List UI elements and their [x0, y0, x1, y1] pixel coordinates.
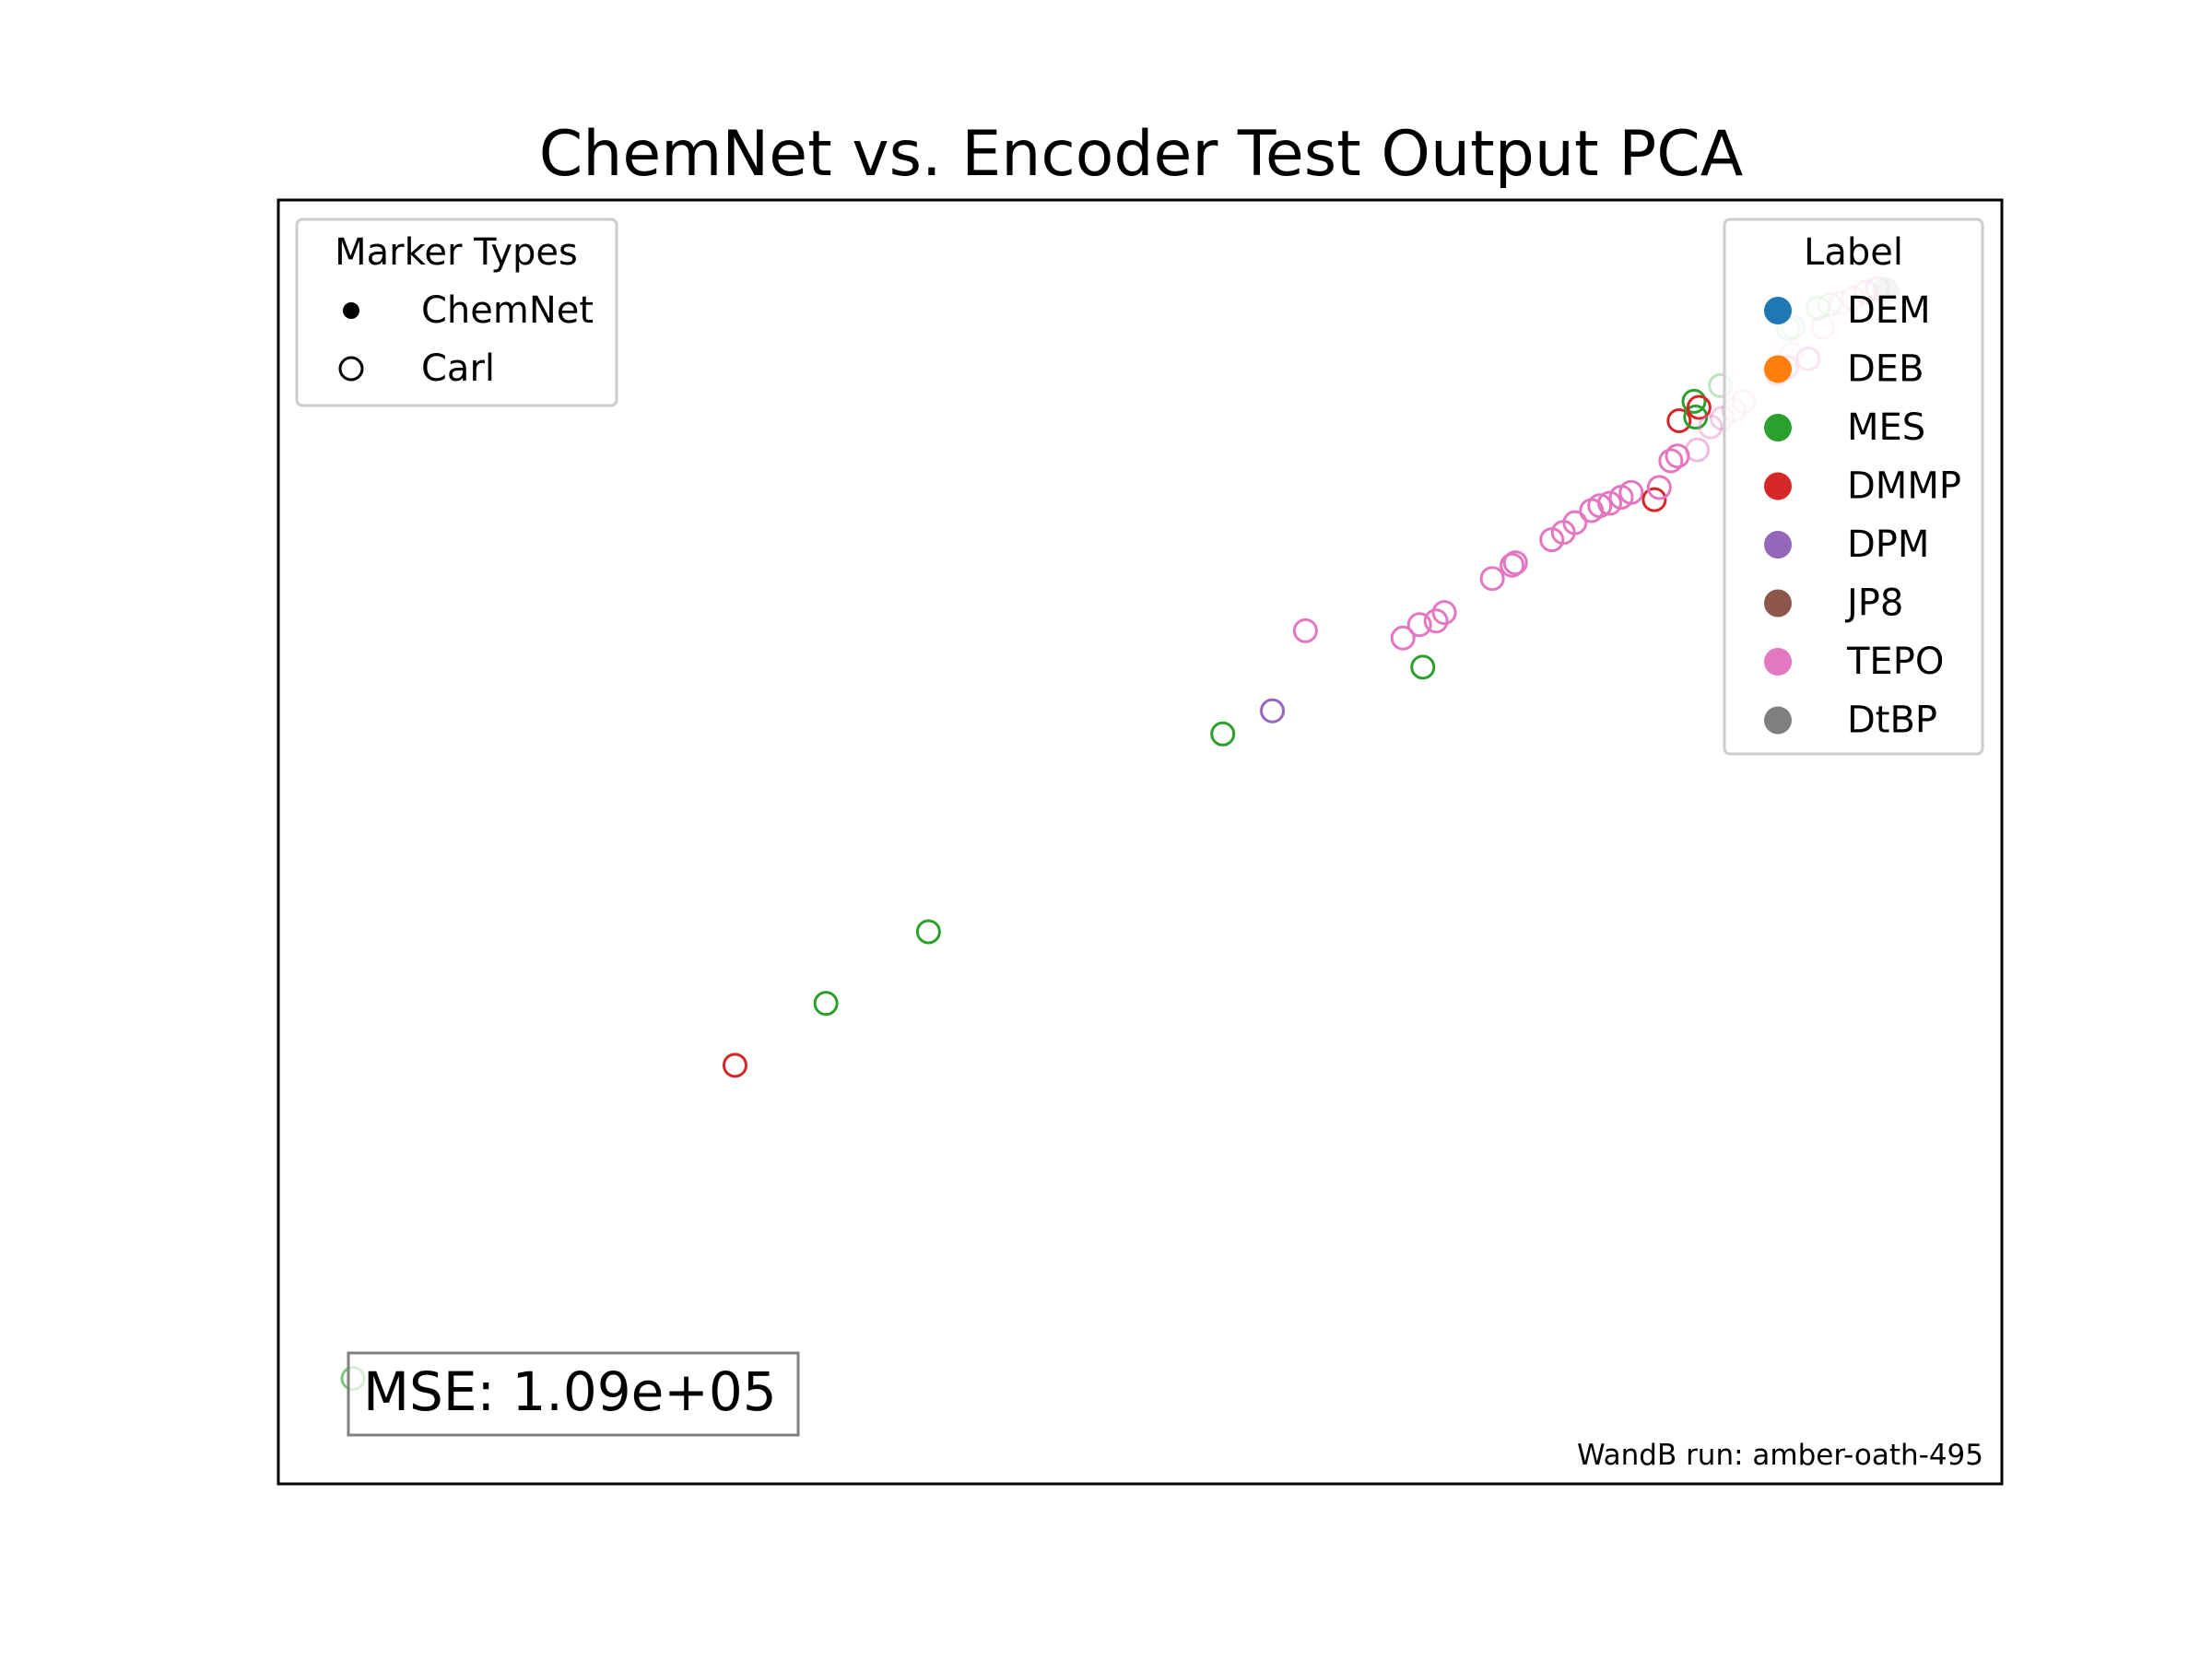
label-legend-items: DEM DEB MES DMMP DPM JP8 TEPO DtBP [1764, 289, 1961, 742]
legend-swatch-deb [1764, 355, 1792, 383]
point-mes-open [813, 991, 839, 1017]
point-tepo-open [1685, 437, 1711, 463]
legend-swatch-dpm [1764, 531, 1792, 559]
point-tepo-open [1406, 612, 1432, 638]
point-dmmp-open [722, 1053, 747, 1078]
mse-text: MSE: 1.09e+05 [363, 1360, 777, 1423]
chart-title: ChemNet vs. Encoder Test Output PCA [539, 118, 1744, 191]
legend-swatch-tepo [1764, 648, 1792, 676]
point-tepo-open [1618, 479, 1644, 505]
mse-box [347, 1351, 800, 1437]
label-legend-title: Label [1804, 231, 1903, 274]
legend-label-dtbp: DtBP [1847, 700, 1937, 742]
marker-legend: Marker Types ChemNet Carl [295, 218, 618, 407]
legend-swatch-dtbp [1764, 706, 1792, 735]
point-mes-open [1410, 654, 1436, 680]
legend-swatch-mes [1764, 414, 1792, 441]
plot-area [276, 198, 2004, 1486]
point-dmmp-open [1641, 487, 1667, 512]
filled-marker-icon [343, 302, 359, 319]
point-dmmp-open [1686, 394, 1712, 420]
point-dpm-open [1260, 698, 1286, 724]
point-tepo-open [1292, 618, 1318, 643]
open-marker-icon [338, 356, 364, 382]
point-tepo-open [1390, 625, 1416, 651]
legend-label-dpm: DPM [1847, 524, 1929, 566]
legend-label-mes: MES [1847, 406, 1925, 449]
point-dmmp-open [1666, 408, 1692, 434]
legend-label-dmmp: DMMP [1847, 465, 1961, 508]
marker-legend-frame [295, 218, 618, 407]
marker-legend-title: Marker Types [335, 231, 578, 274]
point-tepo-open [1500, 552, 1525, 578]
label-legend: Label DEM DEB MES DMMP DPM JP8 TEPO DtBP [1723, 218, 1984, 756]
point-tepo-open [1587, 493, 1613, 519]
legend-label-deb: DEB [1847, 348, 1924, 391]
legend-swatch-jp8 [1764, 589, 1792, 618]
point-tepo-open [1431, 600, 1457, 626]
point-tepo-open [1502, 550, 1528, 576]
legend-swatch-dmmp [1764, 472, 1792, 500]
point-mes-open [1210, 721, 1236, 747]
point-tepo-open [1658, 448, 1684, 474]
point-tepo-open [1423, 608, 1449, 634]
point-tepo-open [1479, 566, 1505, 592]
legend-label-dem: DEM [1847, 289, 1931, 332]
point-tepo-open [1646, 475, 1672, 500]
point-mes-open [1681, 388, 1707, 414]
point-mes-open [915, 919, 941, 945]
point-tepo-open [1562, 510, 1588, 535]
marker-legend-item-chemnet: ChemNet [421, 289, 594, 332]
mse-annotation: MSE: 1.09e+05 [347, 1351, 800, 1437]
point-tepo-open [1596, 490, 1622, 516]
legend-label-jp8: JP8 [1844, 582, 1903, 625]
legend-swatch-dem [1764, 297, 1792, 324]
wandb-run-label: WandB run: amber-oath-495 [1577, 1439, 1983, 1472]
legend-label-tepo: TEPO [1846, 641, 1944, 683]
label-legend-frame [1723, 218, 1984, 756]
point-tepo-open [1698, 414, 1724, 440]
marker-legend-item-carl: Carl [421, 347, 495, 390]
